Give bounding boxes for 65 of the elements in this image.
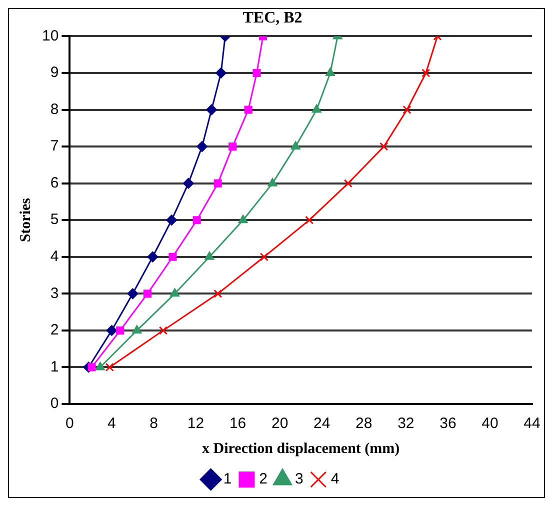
point xyxy=(204,251,214,260)
x-tick-label: 40 xyxy=(482,415,498,432)
x-axis-title: x Direction displacement (mm) xyxy=(202,440,400,457)
x-tick-label: 4 xyxy=(108,415,116,432)
point xyxy=(132,324,142,334)
y-tick-label: 10 xyxy=(42,27,59,44)
point xyxy=(206,104,218,116)
x-tick-label: 12 xyxy=(187,415,204,432)
point xyxy=(106,324,118,336)
point xyxy=(182,178,194,189)
y-tick-label: 6 xyxy=(50,174,59,192)
point xyxy=(228,142,237,151)
point xyxy=(325,67,336,76)
point xyxy=(214,289,222,298)
x-tick-label: 44 xyxy=(524,415,540,432)
x-tick-label: 8 xyxy=(150,415,158,432)
x-tick-label: 36 xyxy=(440,415,456,432)
point xyxy=(215,67,226,78)
legend-label: 1 xyxy=(223,470,232,488)
y-tick-label: 5 xyxy=(50,211,59,228)
chart-title: TEC, B2 xyxy=(242,10,302,27)
point xyxy=(105,362,114,372)
y-tick-label: 4 xyxy=(50,248,59,266)
point xyxy=(344,179,352,188)
point xyxy=(268,178,278,186)
x-tick-label: 0 xyxy=(66,415,74,432)
legend-label: 2 xyxy=(259,470,268,488)
y-tick-label: 8 xyxy=(50,100,59,118)
x-tick-label: 24 xyxy=(314,415,330,432)
point xyxy=(143,290,152,298)
point xyxy=(116,326,124,334)
y-tick-label: 7 xyxy=(50,138,59,155)
point xyxy=(238,214,248,224)
point xyxy=(380,142,388,151)
point xyxy=(168,252,177,261)
x-tick-label: 16 xyxy=(229,415,246,432)
y-tick-label: 1 xyxy=(50,358,59,376)
legend-label: 3 xyxy=(295,470,304,488)
y-tick-label: 2 xyxy=(50,322,59,339)
point xyxy=(244,106,252,114)
point xyxy=(214,179,222,188)
point xyxy=(312,104,322,113)
y-tick-label: 9 xyxy=(50,64,59,82)
point xyxy=(95,362,105,370)
point xyxy=(304,216,314,224)
point xyxy=(402,105,412,114)
point xyxy=(147,251,158,262)
y-axis-title: Stories xyxy=(18,198,34,242)
point xyxy=(170,288,180,297)
x-tick-label: 32 xyxy=(398,415,414,432)
point xyxy=(127,288,138,300)
point xyxy=(88,363,96,372)
point xyxy=(422,68,430,78)
legend-label: 4 xyxy=(330,470,340,488)
x-tick-label: 28 xyxy=(356,415,372,432)
y-tick-label: 3 xyxy=(50,284,59,302)
y-tick-label: 0 xyxy=(50,395,59,412)
point xyxy=(158,326,168,335)
point xyxy=(192,216,201,224)
point xyxy=(196,141,208,152)
point xyxy=(166,214,178,226)
point xyxy=(252,68,261,78)
point xyxy=(260,252,268,262)
x-tick-label: 20 xyxy=(271,415,288,432)
point xyxy=(290,141,300,150)
